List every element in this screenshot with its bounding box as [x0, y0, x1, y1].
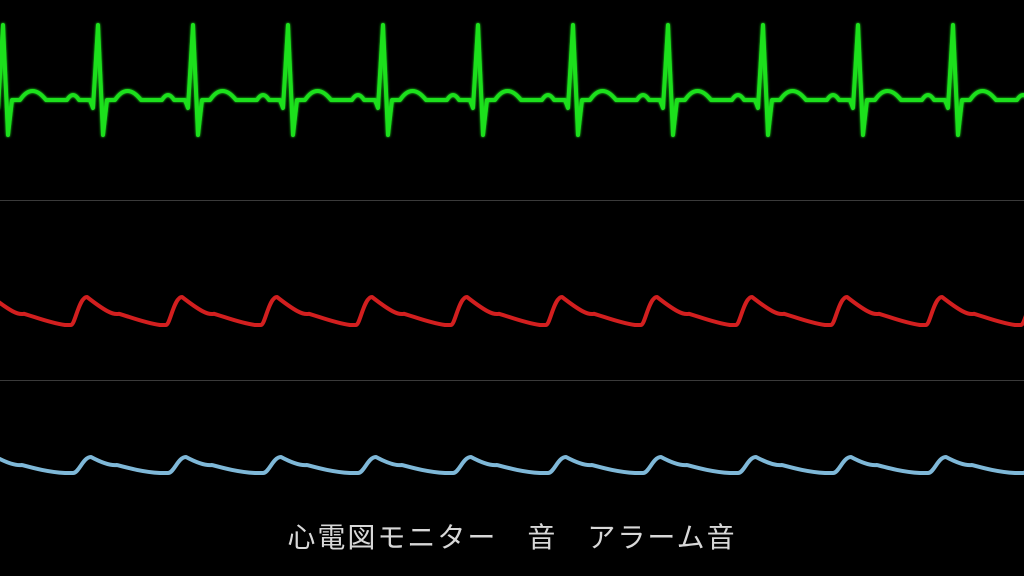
divider-1 — [0, 200, 1024, 201]
pulse-waveform — [0, 282, 1024, 368]
divider-2 — [0, 380, 1024, 381]
caption-text: 心電図モニター 音 アラーム音 — [0, 516, 1024, 556]
vital-signs-monitor: 心電図モニター 音 アラーム音 — [0, 0, 1024, 576]
respiration-waveform — [0, 442, 1024, 504]
ecg-waveform — [0, 5, 1024, 175]
